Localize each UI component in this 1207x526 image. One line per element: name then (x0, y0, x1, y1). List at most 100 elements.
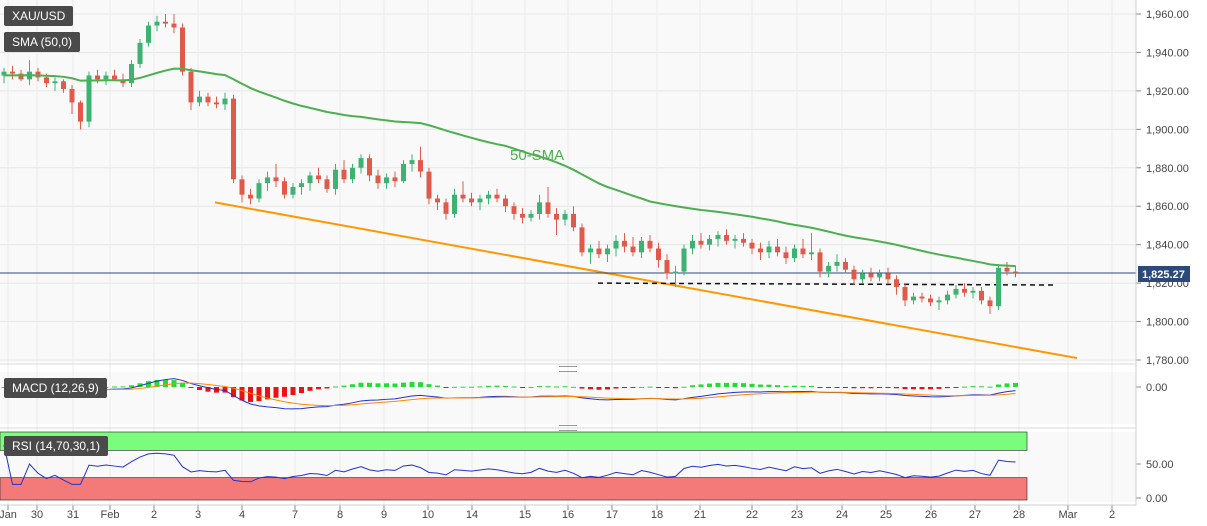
candle-body (630, 246, 636, 253)
candle (860, 269, 865, 284)
candle (1013, 265, 1018, 278)
candle (188, 67, 194, 111)
horizontal-support-line (597, 282, 1055, 286)
candle (919, 292, 925, 303)
candle (426, 167, 432, 205)
candle (996, 263, 1001, 311)
candle-body (715, 235, 721, 239)
pane-resize-handle-1[interactable] (559, 366, 577, 372)
candle (503, 194, 508, 212)
rsi-zones (0, 431, 1028, 501)
candle-body (724, 235, 729, 241)
candle-body (205, 96, 211, 103)
macd-histogram-bar (205, 387, 211, 392)
macd-histogram-bar (936, 387, 942, 389)
candle (197, 90, 202, 107)
candle (911, 292, 916, 305)
macd-histogram-bar (367, 382, 372, 387)
candle-body (222, 98, 228, 105)
time-tick-label: 8 (337, 509, 343, 521)
candle (783, 246, 789, 264)
candle (826, 261, 831, 278)
rsi-indicator (3, 444, 1016, 485)
candle-body (239, 179, 245, 195)
symbol-legend[interactable]: XAU/USD (4, 6, 74, 26)
macd-histogram-bar (316, 387, 321, 390)
candle-body (163, 21, 168, 24)
candle (877, 269, 882, 282)
rsi-tick-label: 0.00 (1146, 493, 1167, 505)
candle (673, 265, 678, 287)
candle (554, 208, 559, 236)
candle-body (673, 271, 678, 274)
candle-body (588, 248, 593, 253)
macd-histogram-bar (392, 383, 398, 387)
candle (146, 21, 151, 47)
macd-legend[interactable]: MACD (12,26,9) (4, 378, 107, 398)
candle (528, 210, 534, 222)
macd-histogram-bar (554, 386, 559, 388)
candle-body (877, 273, 882, 278)
pane-resize-handle-2[interactable] (559, 425, 577, 431)
candle-body (197, 96, 202, 103)
macd-histogram-bar (817, 387, 823, 388)
candle (851, 265, 857, 286)
macd-histogram-bar (137, 383, 143, 387)
candle-body (741, 238, 746, 243)
candle (630, 236, 636, 257)
macd-histogram-bar (358, 382, 364, 387)
candle (571, 206, 576, 232)
candle (724, 229, 729, 245)
candle-body (520, 213, 525, 218)
candle-body (537, 202, 542, 214)
macd-histogram-bar (409, 381, 415, 387)
macd-histogram-bar (520, 387, 525, 388)
candle (749, 238, 755, 255)
candle-body (486, 194, 491, 199)
price-tick-label: 1,880.00 (1146, 163, 1189, 175)
sma-legend[interactable]: SMA (50,0) (4, 32, 81, 52)
time-tick-label: 2 (1109, 509, 1115, 521)
candle (970, 286, 976, 299)
candle-body (690, 240, 695, 249)
macd-histogram-bar (970, 386, 976, 388)
candle-body (409, 160, 415, 164)
candle-body (928, 298, 933, 303)
macd-histogram-bar (222, 387, 228, 393)
candle (171, 14, 177, 34)
macd-histogram-bar (741, 383, 746, 387)
candle-body (945, 294, 950, 301)
macd-histogram-bar (477, 386, 483, 388)
macd-histogram-bar (146, 381, 151, 387)
candle (715, 231, 721, 247)
candle-body (775, 246, 780, 253)
candle-body (885, 273, 891, 280)
time-tick-label: 24 (836, 509, 848, 521)
candle (299, 179, 304, 195)
macd-histogram-bar (299, 387, 304, 394)
candle (214, 96, 219, 109)
candle (741, 233, 746, 247)
candle (690, 235, 695, 255)
macd-histogram-bar (341, 385, 347, 387)
time-tick-label: 23 (791, 509, 803, 521)
macd-histogram-bar (962, 386, 967, 388)
candle (902, 283, 908, 307)
candle (562, 210, 568, 226)
time-tick-label: 27 (969, 509, 981, 521)
time-tick-label: 10 (422, 509, 434, 521)
candle-body (358, 158, 364, 168)
rsi-legend[interactable]: RSI (14,70,30,1) (4, 436, 109, 456)
candle (537, 194, 542, 220)
candle (766, 240, 772, 259)
candle (384, 173, 389, 189)
macd-histogram-bar (851, 387, 857, 389)
macd-histogram-bar (469, 386, 474, 388)
candle-body (129, 63, 134, 84)
macd-histogram-bar (766, 384, 772, 387)
macd-histogram-bar (868, 387, 874, 389)
candle-body (214, 102, 219, 105)
candle-body (307, 175, 313, 184)
time-tick-label: Mar (1059, 509, 1078, 521)
